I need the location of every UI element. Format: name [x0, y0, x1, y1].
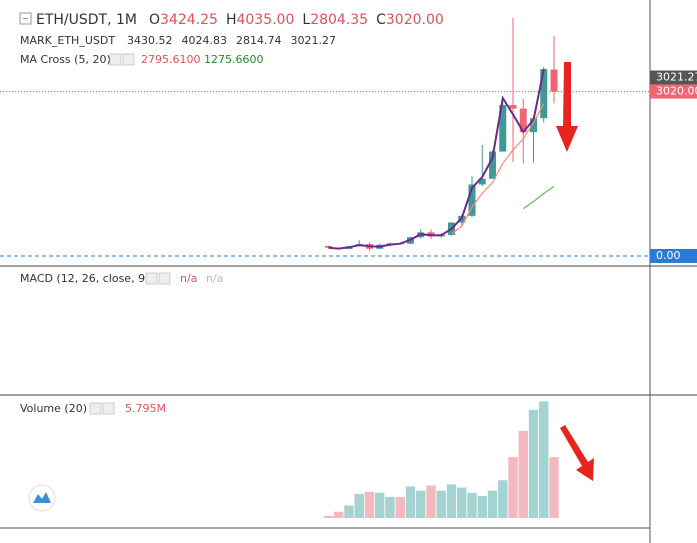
settings-button[interactable]: [109, 53, 122, 66]
volume-bar: [364, 491, 375, 519]
volume-bar: [416, 490, 426, 519]
volume-bar: [395, 497, 405, 519]
volume-bar: [518, 430, 528, 519]
ohlc-label: C: [376, 12, 386, 28]
volume-bar: [436, 490, 446, 519]
volume-bar: [385, 497, 395, 519]
candle-body: [509, 105, 517, 109]
annotation-arrow: [560, 425, 594, 481]
volume-bar: [539, 401, 549, 519]
settings-button[interactable]: [145, 272, 158, 285]
ma-readout: 2795.6100: [141, 53, 201, 66]
collapse-button[interactable]: [19, 12, 32, 25]
candle-body: [540, 69, 548, 119]
volume-bar: [498, 480, 508, 519]
mark-value: 4024.83: [182, 34, 228, 47]
last-price-label: 3020.00: [656, 85, 697, 98]
mark-title: MARK_ETH_USDT: [20, 34, 115, 47]
ma-line: [451, 103, 545, 235]
candle-body: [550, 69, 558, 92]
last-price-box: [650, 84, 697, 99]
volume-bar: [354, 493, 364, 519]
volume-bar: [487, 490, 498, 519]
volume-bar: [334, 511, 344, 519]
ohlc-value: 2804.35: [310, 12, 368, 28]
ma-line: [328, 69, 545, 250]
mark-value: 3021.27: [291, 34, 337, 47]
candle-body: [489, 151, 497, 179]
macd-readout: n/a: [180, 272, 197, 285]
mark-price-label: 3021.27: [656, 71, 697, 84]
candle-body: [519, 108, 527, 133]
annotation-arrow: [556, 62, 578, 152]
remove-button[interactable]: [158, 272, 171, 285]
volume-bar: [426, 485, 436, 519]
volume-bar: [528, 409, 539, 519]
volume-bar: [375, 492, 385, 519]
logo: [28, 484, 56, 512]
volume-bar: [477, 495, 487, 519]
header-row: ETH/USDT, 1M O3424.25 H4035.00 L2804.35 C302…: [36, 12, 444, 28]
macd-readout: n/a: [206, 272, 223, 285]
ohlc-label: L: [302, 12, 310, 28]
ohlc-label: H: [226, 12, 237, 28]
symbol-title: ETH/USDT, 1M: [36, 12, 137, 28]
volume-bar: [344, 505, 354, 519]
remove-button[interactable]: [122, 53, 135, 66]
volume-bar: [405, 486, 416, 519]
volume-bar: [467, 492, 477, 519]
candle-body: [530, 118, 538, 133]
ma-title: MA Cross (5, 20): [20, 53, 111, 66]
mark-value: 3430.52: [127, 34, 173, 47]
volume-bar: [323, 515, 334, 519]
zero-label: 0.00: [656, 249, 681, 262]
plot: [0, 17, 650, 519]
macd-title: MACD (12, 26, close, 9): [20, 272, 149, 285]
candle-body: [478, 178, 486, 185]
remove-button[interactable]: [102, 402, 115, 415]
volume-readout: 5.795M: [125, 402, 166, 415]
candle-body: [499, 105, 507, 152]
ohlc-value: 4035.00: [236, 12, 294, 28]
volume-bar: [508, 457, 518, 519]
mark-value: 2814.74: [236, 34, 282, 47]
volume-bar: [446, 484, 457, 519]
volume-title: Volume (20): [20, 402, 87, 415]
zero-label-box: [650, 248, 697, 263]
volume-bar: [457, 487, 467, 519]
ohlc-value: 3424.25: [160, 12, 218, 28]
mark-row: MARK_ETH_USDT 3430.52 4024.83 2814.74 3021.2…: [20, 34, 336, 47]
candle-body: [324, 246, 332, 248]
ohlc-value: 3020.00: [386, 12, 444, 28]
mark-price-box: [650, 70, 697, 85]
ohlc-label: O: [149, 12, 160, 28]
volume-bar: [549, 457, 559, 519]
settings-button[interactable]: [89, 402, 102, 415]
ma-readout: 1275.6600: [204, 53, 264, 66]
candle-body: [468, 184, 476, 216]
ma-line: [522, 186, 555, 210]
